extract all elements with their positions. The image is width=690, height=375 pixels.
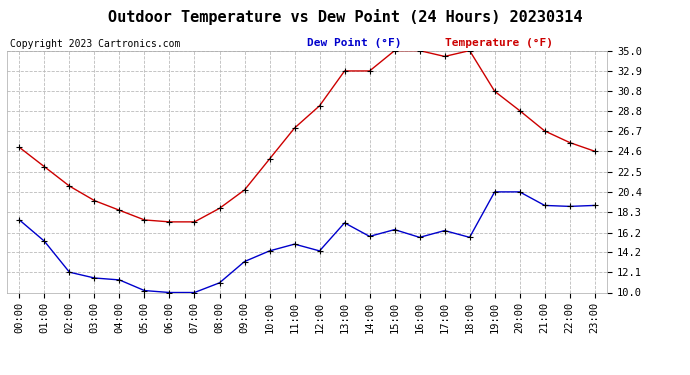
Text: Dew Point (°F): Dew Point (°F)	[307, 38, 402, 48]
Text: Copyright 2023 Cartronics.com: Copyright 2023 Cartronics.com	[10, 39, 181, 50]
Text: Outdoor Temperature vs Dew Point (24 Hours) 20230314: Outdoor Temperature vs Dew Point (24 Hou…	[108, 9, 582, 26]
Text: Temperature (°F): Temperature (°F)	[445, 38, 553, 48]
